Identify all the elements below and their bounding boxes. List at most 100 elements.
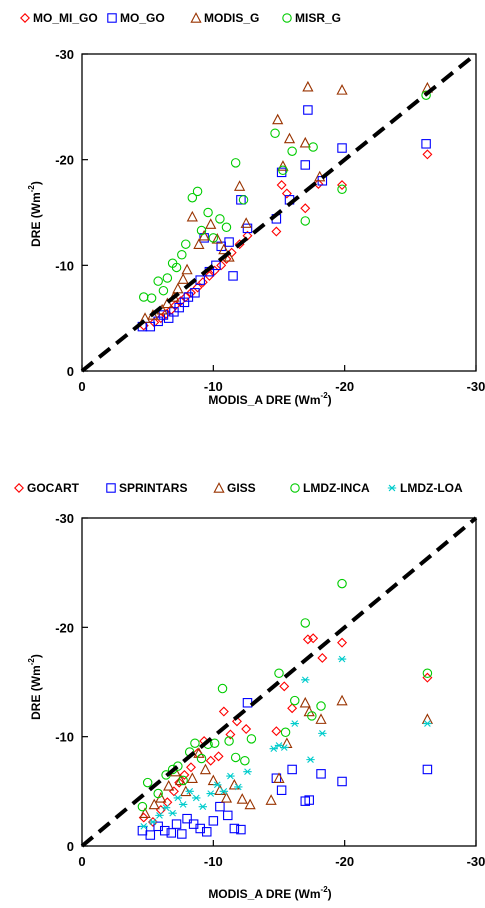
data-point [278, 165, 288, 175]
x-tick-label: -10 [204, 379, 223, 394]
data-point [147, 816, 158, 827]
top-x-axis-label: MODIS_A DRE (Wm-2) [208, 391, 331, 407]
data-point [163, 313, 174, 323]
data-point [243, 768, 252, 775]
data-point [225, 729, 236, 740]
data-point [195, 823, 205, 834]
data-point [138, 292, 149, 302]
data-point [221, 222, 232, 233]
data-point [229, 823, 240, 834]
data-point [204, 270, 215, 281]
data-point [299, 696, 311, 708]
data-point [148, 818, 158, 826]
legend-item-mo_mi_go: MO_MI_GO [20, 11, 98, 25]
data-point [179, 769, 190, 780]
data-point [230, 752, 241, 763]
y-tick-label: -20 [55, 153, 74, 168]
data-point [161, 308, 172, 319]
data-point [182, 813, 192, 824]
data-point [137, 801, 148, 812]
data-point [198, 803, 208, 810]
legend-marker [290, 483, 300, 493]
data-point [218, 706, 229, 717]
series-giss [139, 694, 434, 818]
legend-label: MISR_G [295, 11, 341, 25]
data-point [240, 755, 250, 766]
legend-item-modis_g: MODIS_G [190, 11, 259, 25]
data-point [139, 822, 148, 830]
y-tick-label: -20 [55, 620, 74, 635]
legend-item-giss: GISS [213, 481, 256, 495]
data-point [230, 158, 241, 168]
data-point [228, 778, 240, 790]
series-lmdz-loa [139, 655, 432, 830]
data-point [202, 827, 212, 837]
legend-item-sprintars: SPRINTARS [106, 481, 187, 495]
data-point [301, 676, 310, 684]
data-point [205, 755, 216, 766]
data-point [197, 277, 208, 288]
legend-marker [282, 13, 292, 23]
data-point [422, 764, 433, 775]
data-point [196, 753, 207, 764]
series-mo_mi_go [138, 149, 433, 331]
data-point [161, 297, 173, 309]
bottom-y-axis-label: DRE (Wm-2) [27, 654, 43, 720]
data-point [219, 788, 229, 795]
y-tick-label: 0 [67, 364, 74, 379]
data-point [300, 203, 311, 214]
data-point [215, 801, 225, 812]
data-point [287, 703, 298, 714]
x-tick-label: -30 [467, 854, 485, 869]
data-point [161, 804, 171, 812]
data-point [142, 777, 153, 788]
data-point [236, 793, 248, 804]
data-point [159, 825, 170, 836]
data-point [226, 772, 235, 780]
x-tick-label: -30 [467, 379, 485, 394]
data-point [199, 763, 212, 775]
data-point [158, 310, 169, 320]
bottom-x-axis-label: MODIS_A DRE (Wm-2) [208, 885, 331, 901]
data-point [181, 263, 193, 275]
data-point [208, 233, 219, 243]
data-point [163, 779, 175, 791]
data-point [217, 683, 228, 694]
data-point [304, 795, 314, 805]
legend-marker [20, 13, 30, 23]
data-point [270, 128, 280, 139]
series-gocart [138, 633, 433, 827]
data-point [336, 694, 348, 706]
legend-label: MO_MI_GO [33, 11, 98, 25]
data-point [211, 233, 223, 244]
data-point [337, 655, 347, 663]
data-point [316, 701, 326, 711]
data-point [240, 217, 252, 228]
data-point [336, 84, 348, 95]
data-point [303, 105, 313, 115]
x-tick-label: -20 [335, 854, 354, 869]
x-tick-label: 0 [78, 854, 85, 869]
data-point [216, 260, 227, 271]
data-point [283, 132, 296, 144]
data-point [290, 720, 299, 727]
data-point [308, 633, 319, 644]
data-point [198, 229, 210, 241]
legend-label: MODIS_G [204, 11, 259, 25]
data-point [186, 210, 198, 222]
y-tick-label: -30 [55, 47, 74, 62]
data-point [171, 262, 182, 273]
top-axis-ticks: 0 -10 -20 -30 0 -10 -20 -30 [55, 47, 485, 394]
data-point [318, 730, 327, 737]
data-point [177, 829, 187, 839]
legend-label: LMDZ-LOA [400, 481, 463, 495]
data-point [172, 282, 184, 294]
data-point [280, 744, 289, 751]
data-point [158, 285, 169, 296]
data-point [190, 738, 200, 748]
data-point [174, 302, 184, 313]
data-point [306, 756, 315, 763]
legend-marker [106, 483, 116, 493]
y-tick-label: -10 [55, 258, 74, 273]
x-tick-label: 0 [78, 379, 85, 394]
